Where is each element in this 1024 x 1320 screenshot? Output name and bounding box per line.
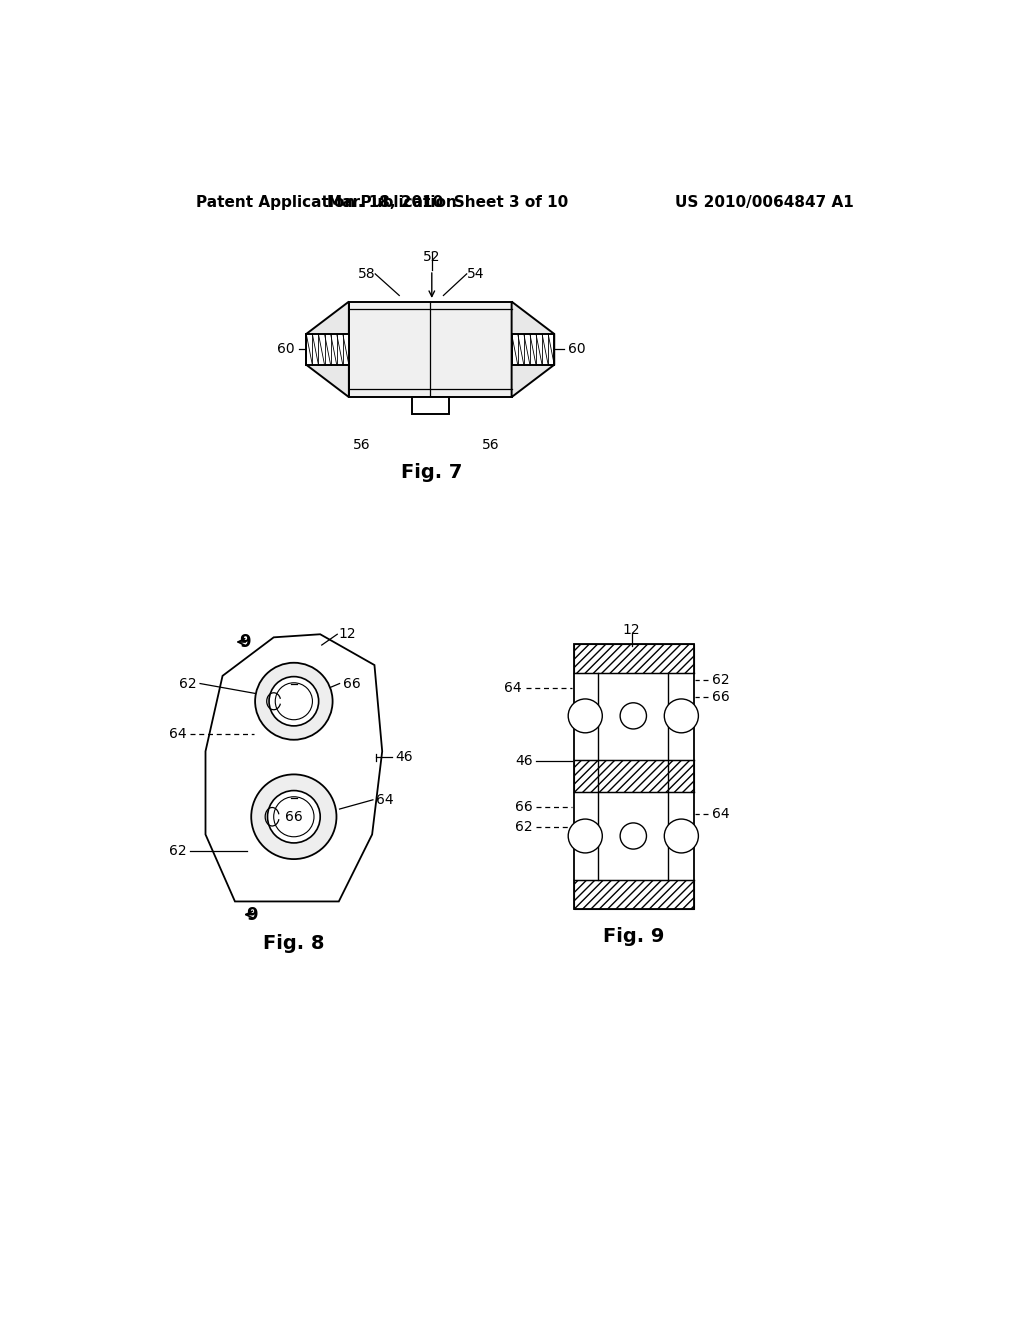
Bar <box>573 644 693 909</box>
Text: 12: 12 <box>339 627 356 642</box>
Bar <box>573 760 693 792</box>
Text: Fig. 8: Fig. 8 <box>263 935 325 953</box>
Text: 54: 54 <box>467 267 484 281</box>
Polygon shape <box>206 635 382 902</box>
Text: 66: 66 <box>285 809 303 824</box>
Circle shape <box>273 797 314 837</box>
Circle shape <box>251 775 337 859</box>
Circle shape <box>568 700 602 733</box>
Text: Fig. 9: Fig. 9 <box>602 927 664 945</box>
Text: 46: 46 <box>395 751 413 764</box>
Text: 56: 56 <box>353 438 371 451</box>
Bar <box>306 334 349 364</box>
Text: 60: 60 <box>278 342 295 356</box>
Text: Fig. 7: Fig. 7 <box>401 463 463 482</box>
Bar <box>412 397 449 414</box>
Text: 56: 56 <box>482 438 500 451</box>
Bar <box>573 644 693 673</box>
Text: 9: 9 <box>239 634 251 651</box>
Text: 66: 66 <box>343 677 361 690</box>
Circle shape <box>621 822 646 849</box>
Text: 64: 64 <box>169 727 186 742</box>
Text: 52: 52 <box>423 249 440 264</box>
Text: 58: 58 <box>357 267 376 281</box>
Polygon shape <box>306 302 349 397</box>
Circle shape <box>267 791 321 843</box>
Text: 66: 66 <box>515 800 532 813</box>
Text: 12: 12 <box>623 623 641 636</box>
Text: 46: 46 <box>515 754 532 767</box>
Text: 66: 66 <box>713 690 730 705</box>
Text: 9: 9 <box>247 906 258 924</box>
Circle shape <box>255 663 333 739</box>
Circle shape <box>269 677 318 726</box>
Text: 62: 62 <box>169 845 186 858</box>
Bar <box>349 302 512 397</box>
Circle shape <box>665 700 698 733</box>
Circle shape <box>275 682 312 719</box>
Circle shape <box>665 818 698 853</box>
Text: 60: 60 <box>568 342 586 356</box>
Circle shape <box>568 818 602 853</box>
Polygon shape <box>512 302 554 397</box>
Text: 64: 64 <box>376 793 393 807</box>
Bar <box>512 334 554 364</box>
Text: 62: 62 <box>178 677 197 690</box>
Text: Mar. 18, 2010  Sheet 3 of 10: Mar. 18, 2010 Sheet 3 of 10 <box>327 195 568 210</box>
Text: 62: 62 <box>515 820 532 834</box>
Text: 64: 64 <box>713 808 730 821</box>
Text: 62: 62 <box>713 673 730 688</box>
Text: 64: 64 <box>504 681 521 696</box>
Bar <box>573 880 693 909</box>
Text: Patent Application Publication: Patent Application Publication <box>197 195 457 210</box>
Circle shape <box>621 702 646 729</box>
Text: US 2010/0064847 A1: US 2010/0064847 A1 <box>675 195 853 210</box>
